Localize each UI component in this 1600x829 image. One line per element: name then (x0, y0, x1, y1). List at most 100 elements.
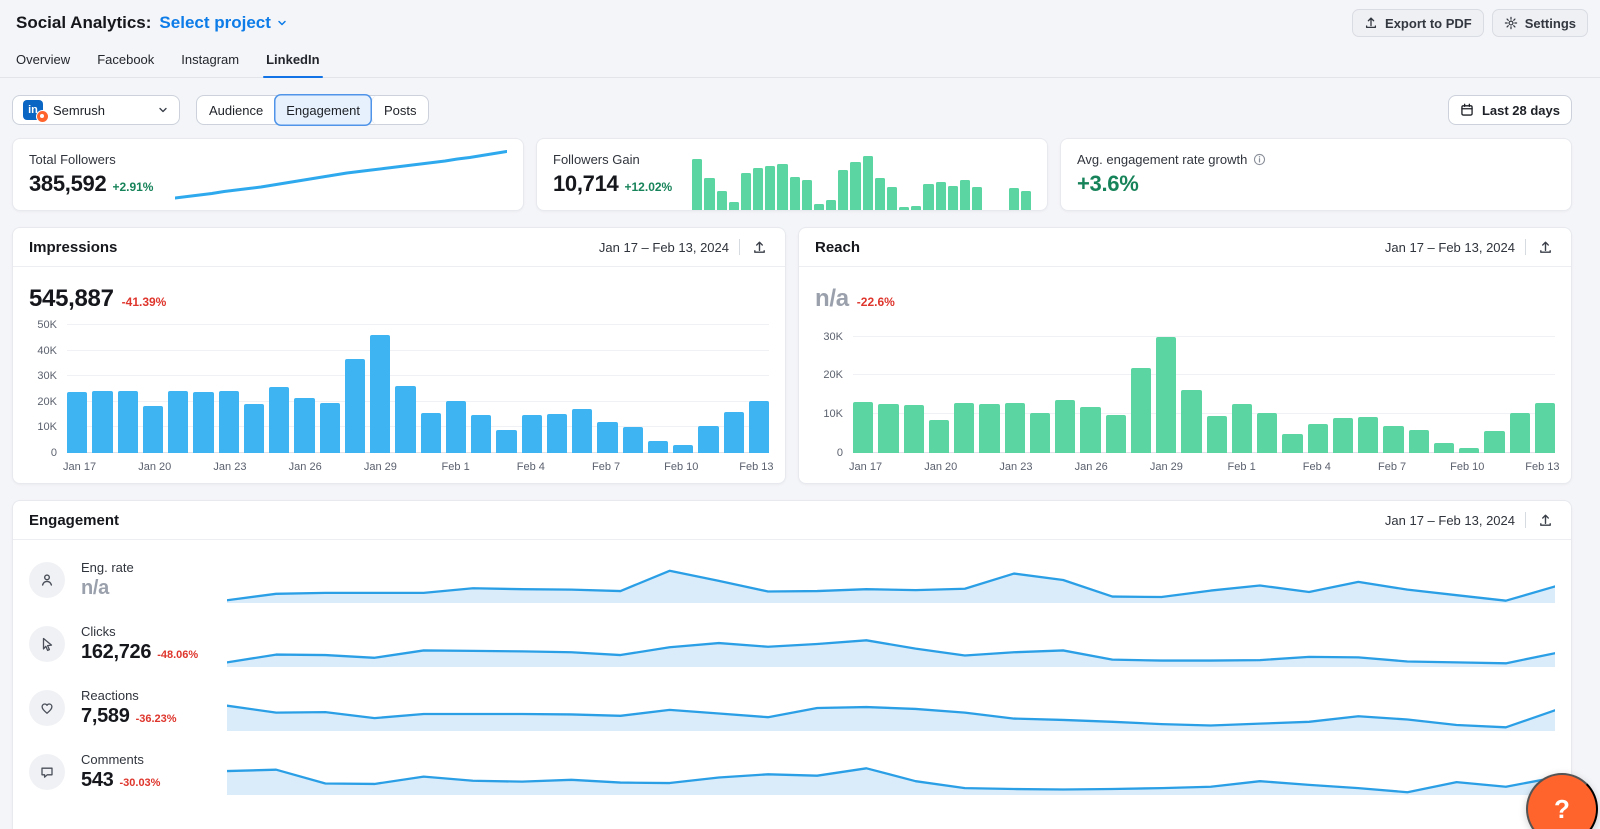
bar[interactable] (1055, 399, 1076, 453)
segment-engagement[interactable]: Engagement (274, 94, 372, 126)
bar[interactable] (218, 391, 239, 453)
bar[interactable] (193, 391, 214, 453)
x-axis-label: Jan 26 (288, 461, 322, 473)
bar[interactable] (1282, 434, 1303, 453)
bar[interactable] (344, 358, 365, 453)
engagement-export-button[interactable] (1536, 511, 1555, 530)
followers-gain-minibars (692, 156, 1032, 210)
bar[interactable] (1257, 413, 1278, 453)
bar[interactable] (546, 414, 567, 453)
reach-export-button[interactable] (1536, 238, 1555, 257)
help-button[interactable]: ? (1526, 773, 1598, 829)
tab-instagram[interactable]: Instagram (181, 52, 240, 67)
bar[interactable] (67, 391, 88, 453)
x-axis-label: Feb 13 (739, 461, 774, 473)
date-range-button[interactable]: Last 28 days (1447, 95, 1572, 125)
total-followers-label: Total Followers (29, 152, 116, 167)
avg-engagement-rate-card: Avg. engagement rate growth +3.6% (1060, 138, 1572, 211)
impressions-bar-chart: 0 10K 20K 30K 40K 50K Jan 17 Jan 20 Jan 23 Jan 26… (29, 319, 773, 475)
impressions-export-button[interactable] (750, 238, 769, 257)
x-axis-label: Jan 17 (849, 461, 883, 473)
bar[interactable] (673, 444, 694, 453)
bar[interactable] (1029, 413, 1050, 453)
bar[interactable] (1156, 336, 1177, 453)
eng-rate-label: Eng. rate (81, 560, 134, 575)
bar[interactable] (117, 390, 138, 453)
bar[interactable] (572, 409, 593, 453)
bar[interactable] (954, 403, 975, 453)
account-dropdown[interactable]: in Semrush (12, 95, 180, 125)
bar[interactable] (294, 397, 315, 453)
mini-bar (740, 173, 752, 210)
bar[interactable] (1181, 389, 1202, 453)
bar[interactable] (597, 421, 618, 453)
mini-bar (704, 177, 715, 210)
bar[interactable] (1459, 447, 1480, 453)
bar[interactable] (243, 403, 264, 453)
bar[interactable] (622, 426, 643, 453)
bar[interactable] (269, 387, 290, 453)
bar[interactable] (370, 335, 391, 453)
y-axis-label: 10K (823, 408, 843, 421)
bar[interactable] (1080, 406, 1101, 453)
bar[interactable] (853, 401, 874, 453)
bar[interactable] (1433, 442, 1454, 453)
bar[interactable] (928, 420, 949, 453)
mini-bar (899, 207, 910, 210)
y-axis-label: 0 (836, 447, 843, 459)
bar[interactable] (445, 400, 466, 453)
bar[interactable] (748, 400, 769, 453)
bar[interactable] (903, 405, 924, 453)
tab-facebook[interactable]: Facebook (97, 52, 155, 67)
bar[interactable] (471, 414, 492, 453)
export-to-pdf-button[interactable]: Export to PDF (1352, 9, 1484, 37)
total-followers-sparkline (175, 150, 507, 200)
bar[interactable] (1206, 416, 1227, 453)
bar[interactable] (92, 390, 113, 453)
bar[interactable] (878, 404, 899, 453)
mini-bar (947, 185, 958, 210)
bar[interactable] (420, 413, 441, 453)
bar[interactable] (496, 429, 517, 453)
bar[interactable] (1358, 417, 1379, 453)
tab-overview[interactable]: Overview (16, 52, 71, 67)
engagement-row-eng-rate: Eng. rate n/a (13, 548, 1571, 612)
settings-button[interactable]: Settings (1491, 9, 1588, 37)
bar[interactable] (1408, 429, 1429, 453)
bar[interactable] (319, 402, 340, 453)
bar[interactable] (1484, 430, 1505, 453)
bar[interactable] (1332, 417, 1353, 453)
controls-row: in Semrush Audience Engagement Posts Las… (0, 94, 1600, 126)
bar[interactable] (1509, 412, 1530, 453)
bar[interactable] (723, 412, 744, 453)
segment-audience[interactable]: Audience (209, 102, 264, 118)
bar[interactable] (1383, 425, 1404, 453)
bar[interactable] (698, 425, 719, 453)
followers-gain-delta: +12.02% (624, 180, 673, 194)
bar[interactable] (647, 440, 668, 453)
bar[interactable] (1231, 404, 1252, 453)
bar[interactable] (395, 386, 416, 453)
bar[interactable] (1004, 402, 1025, 453)
bar[interactable] (168, 391, 189, 453)
clicks-sparkline (227, 621, 1555, 667)
project-selector-label: Select project (159, 13, 271, 32)
bar[interactable] (979, 404, 1000, 453)
avg-engagement-rate-label: Avg. engagement rate growth (1077, 152, 1248, 167)
impressions-date-range: Jan 17 – Feb 13, 2024 (598, 239, 729, 255)
segment-posts[interactable]: Posts (370, 95, 429, 125)
comments-sparkline (227, 749, 1555, 795)
bar[interactable] (142, 406, 163, 453)
bar[interactable] (1307, 423, 1328, 453)
bar[interactable] (1105, 414, 1126, 453)
tab-linkedin[interactable]: LinkedIn (263, 52, 324, 78)
info-icon[interactable] (1253, 153, 1266, 166)
x-axis-label: Jan 23 (213, 461, 247, 473)
clicks-value: 162,726 (81, 641, 152, 663)
eng-rate-value: n/a (81, 577, 109, 599)
bar[interactable] (1534, 403, 1555, 453)
project-selector[interactable]: Select project (159, 13, 288, 33)
x-axis-label: Feb 10 (1450, 461, 1485, 473)
bar[interactable] (521, 415, 542, 453)
bar[interactable] (1130, 368, 1151, 453)
